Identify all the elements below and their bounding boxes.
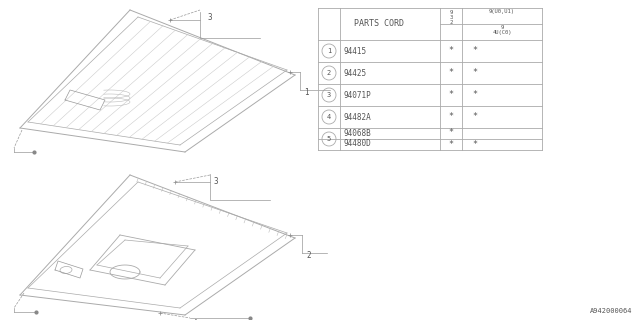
Circle shape (322, 44, 336, 58)
Text: 4: 4 (327, 114, 331, 120)
Text: 3: 3 (207, 13, 212, 22)
Text: 1: 1 (327, 48, 331, 54)
Text: *: * (472, 140, 477, 148)
Text: 1: 1 (304, 88, 308, 97)
Text: 94415: 94415 (343, 46, 366, 55)
Text: *: * (472, 113, 477, 122)
Text: *: * (449, 46, 454, 55)
Text: *: * (449, 68, 454, 77)
Text: *: * (449, 140, 454, 148)
Text: 5: 5 (327, 136, 331, 142)
Text: *: * (449, 129, 454, 138)
Text: 2: 2 (306, 251, 310, 260)
Text: A942000064: A942000064 (589, 308, 632, 314)
Text: 3: 3 (327, 92, 331, 98)
Text: 94071P: 94071P (343, 91, 371, 100)
Text: *: * (472, 91, 477, 100)
Text: *: * (472, 68, 477, 77)
Circle shape (322, 66, 336, 80)
Text: 94425: 94425 (343, 68, 366, 77)
Text: 94480D: 94480D (343, 140, 371, 148)
Text: *: * (472, 46, 477, 55)
Text: 3: 3 (213, 177, 218, 186)
Text: 9
3
2: 9 3 2 (449, 10, 452, 25)
Text: 9(U0,U1): 9(U0,U1) (489, 9, 515, 14)
Text: 94482A: 94482A (343, 113, 371, 122)
Text: 4: 4 (193, 319, 198, 320)
Circle shape (322, 88, 336, 102)
Circle shape (322, 132, 336, 146)
Text: *: * (449, 91, 454, 100)
Circle shape (322, 110, 336, 124)
Text: 9
4U(C0): 9 4U(C0) (492, 25, 512, 35)
Text: PARTS CORD: PARTS CORD (354, 20, 404, 28)
Text: 2: 2 (327, 70, 331, 76)
Text: 94068B: 94068B (343, 129, 371, 138)
Text: *: * (449, 113, 454, 122)
